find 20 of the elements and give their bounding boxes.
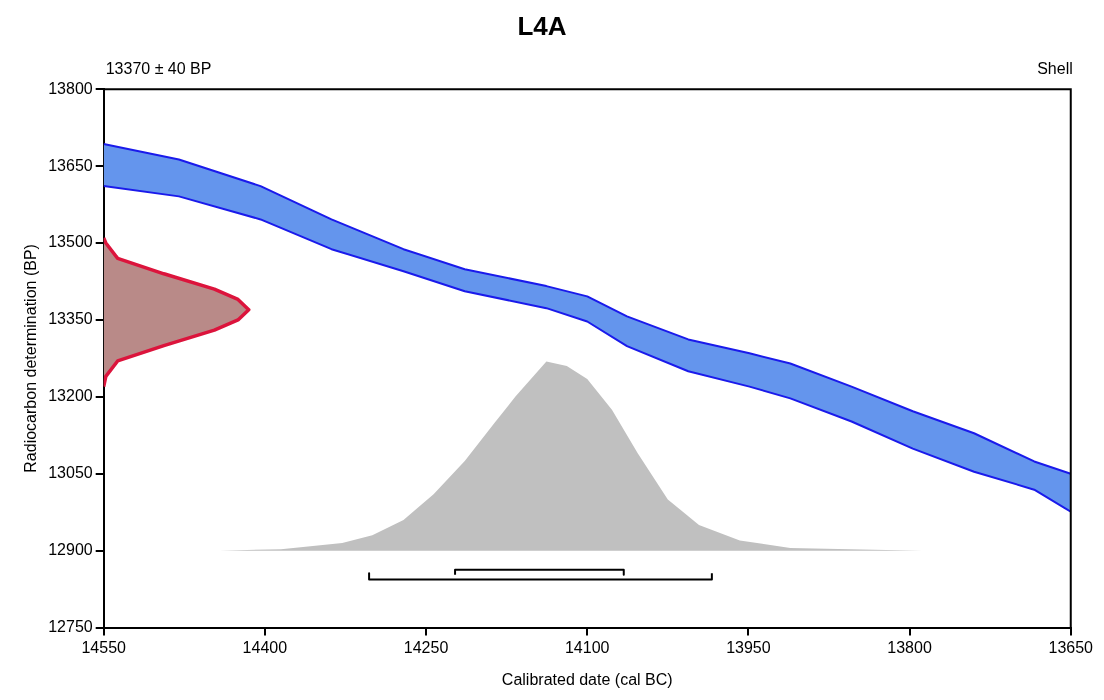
x-tick-label: 14550 [81,638,127,656]
chart-title: L4A [517,10,567,41]
y-tick-label: 13050 [48,464,93,482]
text: Shell [1037,59,1073,77]
y-tick-label: 12750 [48,618,93,636]
x-tick-label: 13650 [1048,638,1094,656]
y-tick-label: 13650 [48,156,93,174]
x-tick-label: 14400 [242,638,288,656]
y-axis-title: Radiocarbon determination (BP) [22,244,40,473]
text: 13370 ± 40 BP [105,59,212,77]
y-tick-label: 13200 [48,387,93,405]
x-tick-label: 13800 [887,638,932,656]
x-tick-label: 13950 [726,638,771,656]
x-axis-title: Calibrated date (cal BC) [501,670,673,688]
y-tick-label: 13350 [48,310,93,328]
x-tick-label: 14250 [403,638,449,656]
y-tick-label: 12900 [48,541,93,559]
y-tick-label: 13800 [48,79,93,97]
y-tick-label: 13500 [48,233,93,251]
x-tick-label: 14100 [564,638,610,656]
